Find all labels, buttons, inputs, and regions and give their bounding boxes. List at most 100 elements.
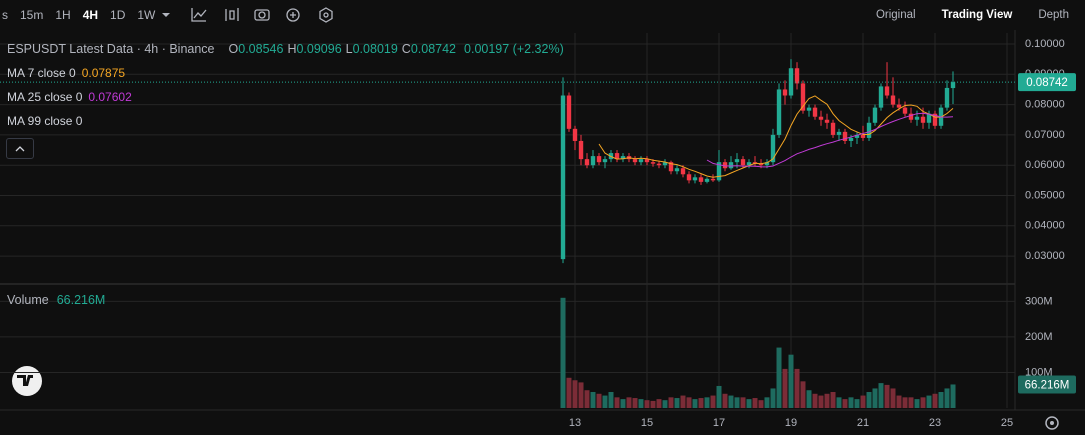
volume-bar bbox=[908, 397, 914, 408]
settings-button[interactable] bbox=[1045, 416, 1059, 430]
volume-bar bbox=[620, 399, 626, 408]
volume-bar bbox=[650, 400, 656, 408]
candle-body bbox=[794, 68, 800, 84]
interval-button[interactable]: 15m bbox=[20, 8, 44, 22]
candle-body bbox=[662, 162, 668, 166]
volume-bar bbox=[704, 397, 710, 408]
volume-bar bbox=[590, 392, 596, 408]
ma-name: MA 7 close 0 bbox=[7, 66, 76, 80]
candle-body bbox=[698, 177, 704, 182]
candle-body bbox=[926, 113, 932, 123]
ohlc-values: O 0.08546 H 0.09096 L 0.08019 C 0.08742 bbox=[225, 42, 457, 56]
volume-bar bbox=[698, 398, 704, 408]
candle-body bbox=[638, 159, 644, 163]
volume-bar bbox=[608, 392, 614, 408]
view-button[interactable]: Original bbox=[875, 9, 916, 21]
volume-bar bbox=[746, 399, 752, 408]
candle-body bbox=[854, 134, 860, 138]
volume-bar bbox=[902, 397, 908, 408]
candle-body bbox=[872, 107, 878, 123]
ma-name: MA 25 close 0 bbox=[7, 90, 83, 104]
candle-body bbox=[704, 178, 710, 182]
volume-bar bbox=[722, 393, 728, 408]
volume-bar bbox=[572, 380, 578, 408]
candle-body bbox=[884, 86, 890, 96]
symbol-title: ESPUSDT Latest Data · 4h · Binance bbox=[7, 42, 215, 56]
volume-bar bbox=[584, 390, 590, 408]
volume-bar bbox=[794, 368, 800, 408]
ohlc-label: O bbox=[228, 42, 239, 56]
volume-bar bbox=[716, 385, 722, 408]
volume-bar bbox=[770, 388, 776, 408]
candle-body bbox=[656, 163, 662, 166]
candle-body bbox=[902, 107, 908, 114]
volume-bar bbox=[788, 354, 794, 408]
tv-logo bbox=[12, 366, 42, 396]
volume-bar bbox=[692, 399, 698, 408]
candle-body bbox=[788, 68, 794, 96]
candle-body bbox=[602, 159, 608, 163]
ma-legend-row: MA 99 close 0 bbox=[7, 114, 132, 138]
y-tick-label: 0.03000 bbox=[1025, 250, 1065, 262]
candle-body bbox=[644, 159, 650, 163]
volume-bar bbox=[578, 382, 584, 408]
interval-button[interactable]: 1D bbox=[110, 8, 126, 22]
candle-body bbox=[740, 159, 746, 166]
candle-body bbox=[620, 156, 626, 160]
candle-body bbox=[716, 162, 722, 181]
interval-button[interactable]: s bbox=[2, 8, 8, 22]
volume-bar bbox=[596, 393, 602, 408]
candle-body bbox=[746, 162, 752, 166]
volume-bar bbox=[932, 393, 938, 408]
volume-bar bbox=[824, 393, 830, 408]
ohlc-label: L bbox=[345, 42, 353, 56]
ma-line bbox=[598, 95, 954, 178]
volume-bar bbox=[638, 399, 644, 408]
candle-body bbox=[566, 95, 572, 129]
interval-button[interactable]: 1W bbox=[137, 8, 156, 22]
view-button[interactable]: Trading View bbox=[941, 9, 1013, 21]
y-tick-label: 0.08000 bbox=[1025, 99, 1065, 111]
y-tick-label: 0.04000 bbox=[1025, 220, 1065, 232]
candle-body bbox=[812, 107, 818, 117]
ma-value: 0.07875 bbox=[81, 66, 126, 80]
volume-bar bbox=[662, 400, 668, 408]
volume-bar bbox=[560, 297, 566, 408]
ohlc-label: C bbox=[401, 42, 411, 56]
volume-bar bbox=[926, 395, 932, 408]
volume-bar bbox=[566, 377, 572, 408]
volume-bar bbox=[752, 398, 758, 408]
candle-body bbox=[932, 113, 938, 126]
volume-bar bbox=[632, 398, 638, 408]
interval-button[interactable]: 4H bbox=[82, 8, 99, 22]
volume-bar bbox=[674, 398, 680, 408]
x-tick-label: 23 bbox=[929, 417, 941, 429]
last-volume-box bbox=[1018, 375, 1076, 394]
candle-body bbox=[836, 131, 842, 135]
candle-body bbox=[614, 153, 620, 160]
volume-bar bbox=[812, 393, 818, 408]
volume-bar bbox=[920, 397, 926, 408]
candle-body bbox=[782, 89, 788, 96]
candle-body bbox=[818, 116, 824, 120]
change: 0.00197 (+2.32%) bbox=[464, 42, 564, 56]
x-tick-label: 25 bbox=[1001, 417, 1013, 429]
collapse-button[interactable] bbox=[6, 138, 34, 159]
volume-bar bbox=[602, 395, 608, 408]
volume-bar bbox=[728, 395, 734, 408]
candle-body bbox=[776, 89, 782, 135]
candle-body bbox=[848, 137, 854, 141]
volume-bar bbox=[614, 397, 620, 408]
volume-bar bbox=[872, 388, 878, 408]
ohlc-value: 0.08019 bbox=[352, 42, 398, 56]
volume-bar bbox=[734, 397, 740, 408]
volume-bar bbox=[680, 395, 686, 408]
interval-button[interactable]: 1H bbox=[55, 8, 71, 22]
candle-body bbox=[722, 162, 728, 169]
candle-body bbox=[560, 95, 566, 260]
ma-line bbox=[706, 112, 954, 168]
view-button[interactable]: Depth bbox=[1038, 9, 1069, 21]
candle-body bbox=[860, 134, 866, 138]
volume-bar bbox=[782, 368, 788, 408]
